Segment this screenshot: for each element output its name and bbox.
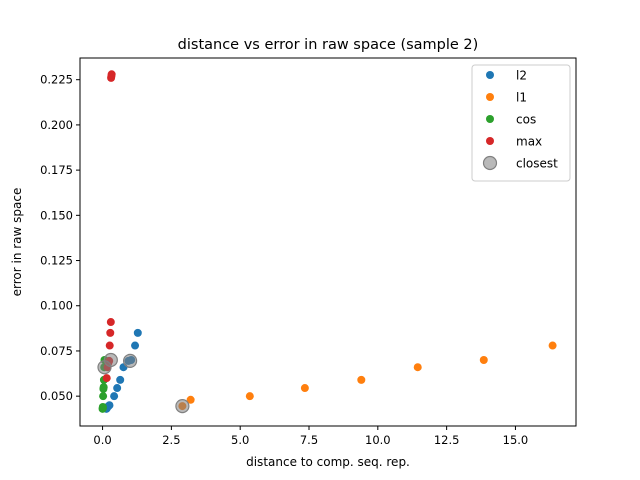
x-axis-ticks: 0.0 2.5 5.0 7.5 10.0 12.5 15.0 bbox=[93, 426, 528, 447]
point-l1 bbox=[479, 355, 488, 364]
point-closest bbox=[175, 399, 190, 414]
point-l1 bbox=[300, 384, 309, 393]
legend-box bbox=[471, 64, 571, 182]
point-l2 bbox=[105, 401, 114, 410]
point-l2 bbox=[116, 375, 125, 384]
point-l2 bbox=[113, 384, 122, 393]
x-tick-label: 10.0 bbox=[365, 433, 391, 447]
y-tick-label: 0.225 bbox=[40, 73, 73, 87]
point-cos bbox=[98, 403, 107, 412]
legend-label-max: max bbox=[516, 135, 542, 149]
x-tick-label: 15.0 bbox=[503, 433, 529, 447]
plot-points bbox=[97, 70, 557, 414]
x-tick-label: 7.5 bbox=[300, 433, 318, 447]
y-axis-label: error in raw space bbox=[10, 188, 24, 297]
x-axis-label: distance to comp. seq. rep. bbox=[246, 455, 410, 469]
point-closest bbox=[103, 352, 118, 368]
point-max bbox=[106, 328, 115, 337]
y-tick-label: 0.150 bbox=[40, 208, 73, 222]
point-closest bbox=[122, 353, 138, 368]
point-l1 bbox=[245, 392, 254, 401]
point-l2 bbox=[133, 328, 142, 337]
point-l1 bbox=[413, 363, 422, 372]
x-tick-label: 0.0 bbox=[93, 433, 111, 447]
legend: l2 l1 cos max closest bbox=[471, 64, 571, 182]
point-cos bbox=[99, 392, 108, 401]
y-axis-ticks: 0.050 0.075 0.100 0.125 0.150 0.175 0.200 0.225 bbox=[40, 73, 80, 403]
point-max bbox=[105, 341, 114, 350]
legend-label-l1: l1 bbox=[516, 91, 527, 105]
legend-label-cos: cos bbox=[516, 113, 536, 127]
x-tick-label: 2.5 bbox=[162, 433, 180, 447]
point-l1 bbox=[186, 395, 195, 404]
legend-label-l2: l2 bbox=[516, 69, 527, 83]
point-l2 bbox=[131, 341, 140, 350]
chart-title: distance vs error in raw space (sample 2… bbox=[178, 37, 479, 53]
legend-marker-cos bbox=[486, 115, 494, 123]
legend-marker-closest bbox=[482, 155, 498, 171]
point-l1 bbox=[548, 341, 557, 350]
point-max bbox=[102, 374, 111, 383]
y-tick-label: 0.200 bbox=[40, 118, 73, 132]
point-cos bbox=[99, 383, 108, 392]
y-tick-label: 0.125 bbox=[40, 254, 73, 268]
legend-marker-max bbox=[486, 137, 494, 145]
legend-label-closest: closest bbox=[516, 157, 558, 171]
y-tick-label: 0.075 bbox=[40, 344, 73, 358]
point-l2 bbox=[110, 392, 119, 401]
legend-marker-l1 bbox=[486, 93, 494, 101]
x-tick-label: 5.0 bbox=[231, 433, 249, 447]
x-tick-label: 12.5 bbox=[434, 433, 460, 447]
plot-frame bbox=[79, 57, 577, 427]
point-max bbox=[107, 70, 116, 79]
y-tick-label: 0.050 bbox=[40, 389, 73, 403]
point-l1 bbox=[357, 375, 366, 384]
legend-marker-l2 bbox=[486, 71, 494, 79]
y-tick-label: 0.175 bbox=[40, 163, 73, 177]
y-tick-label: 0.100 bbox=[40, 299, 73, 313]
point-max bbox=[106, 318, 115, 327]
